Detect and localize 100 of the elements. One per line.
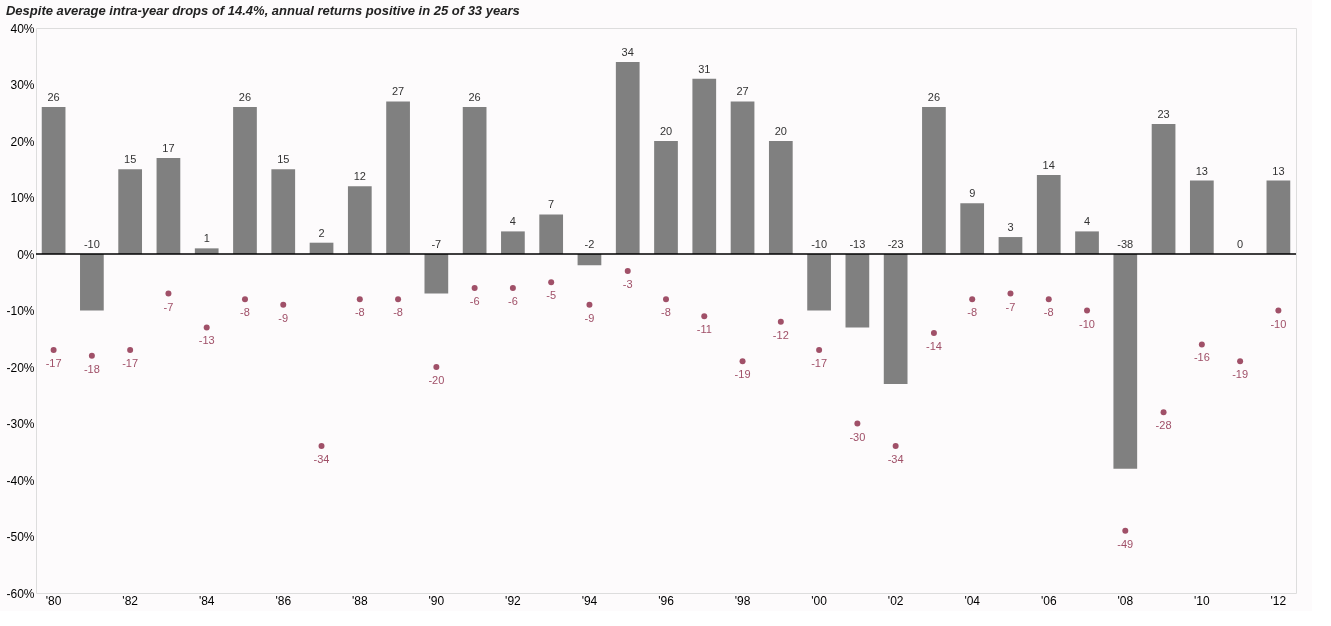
data-label: 1 bbox=[203, 232, 210, 245]
data-label: -8 bbox=[354, 306, 365, 319]
point bbox=[1237, 358, 1244, 365]
data-label: -19 bbox=[1232, 368, 1249, 381]
point bbox=[318, 443, 325, 450]
point bbox=[777, 318, 784, 325]
data-label: 17 bbox=[162, 141, 175, 154]
data-label: -12 bbox=[772, 328, 789, 341]
bar bbox=[347, 186, 372, 254]
data-label: 9 bbox=[969, 187, 976, 200]
data-label: 27 bbox=[736, 85, 749, 98]
data-label: 7 bbox=[548, 198, 555, 211]
x-tick-label: '80 bbox=[45, 593, 62, 608]
data-label: -38 bbox=[1117, 238, 1134, 250]
data-label: 20 bbox=[659, 125, 673, 137]
x-tick-label: '08 bbox=[1117, 593, 1134, 608]
bar bbox=[501, 231, 525, 254]
point bbox=[127, 347, 134, 354]
data-label: -9 bbox=[584, 311, 595, 324]
bar bbox=[1189, 180, 1214, 254]
data-label: 2 bbox=[318, 226, 325, 239]
x-tick-label: '96 bbox=[658, 593, 675, 608]
data-label: 20 bbox=[774, 125, 787, 137]
bar bbox=[386, 101, 410, 254]
bar bbox=[768, 141, 793, 254]
bar bbox=[883, 254, 908, 384]
point bbox=[241, 296, 248, 303]
bar bbox=[233, 107, 257, 254]
point bbox=[663, 296, 669, 303]
data-label: -16 bbox=[1193, 351, 1210, 364]
data-label: -28 bbox=[1155, 419, 1172, 432]
data-label: -13 bbox=[849, 238, 866, 250]
data-label: 31 bbox=[698, 62, 711, 75]
bar bbox=[654, 141, 678, 254]
data-label: -8 bbox=[240, 306, 250, 319]
y-tick-label: -40% bbox=[6, 473, 35, 488]
data-label: -17 bbox=[45, 357, 62, 370]
data-label: -6 bbox=[508, 294, 518, 307]
data-label: -8 bbox=[1043, 306, 1054, 319]
data-label: 26 bbox=[927, 91, 941, 104]
data-label: 12 bbox=[353, 170, 366, 183]
data-label: 27 bbox=[391, 85, 405, 98]
point bbox=[548, 279, 555, 286]
point bbox=[1198, 341, 1205, 348]
x-tick-label: '06 bbox=[1040, 593, 1057, 608]
data-label: -10 bbox=[1270, 317, 1287, 330]
point bbox=[892, 443, 899, 450]
data-label: 13 bbox=[1195, 164, 1208, 177]
data-label: 3 bbox=[1007, 221, 1014, 234]
y-tick-label: -10% bbox=[6, 304, 35, 318]
x-tick-label: '04 bbox=[964, 593, 981, 608]
point bbox=[280, 301, 287, 308]
data-label: -30 bbox=[849, 430, 866, 443]
chart-title: Despite average intra-year drops of 14.4%, annual returns positive in 25 of 33 years bbox=[5, 3, 520, 18]
data-label: -10 bbox=[83, 238, 100, 250]
x-tick-label: '94 bbox=[581, 593, 598, 608]
bar bbox=[1075, 231, 1099, 254]
x-tick-label: '98 bbox=[734, 593, 751, 608]
x-tick-label: '86 bbox=[275, 593, 292, 608]
data-label: 23 bbox=[1157, 108, 1170, 121]
point bbox=[816, 347, 823, 354]
data-label: -8 bbox=[967, 306, 978, 319]
data-label: 4 bbox=[1083, 215, 1091, 228]
data-label: -13 bbox=[198, 334, 215, 347]
point bbox=[739, 358, 746, 365]
point bbox=[165, 290, 172, 297]
data-label: 26 bbox=[468, 91, 481, 104]
y-tick-label: -30% bbox=[6, 417, 35, 431]
bar bbox=[118, 169, 143, 254]
bar bbox=[845, 254, 870, 328]
bar bbox=[462, 107, 487, 254]
x-tick-label: '82 bbox=[122, 593, 139, 608]
data-label: -17 bbox=[811, 357, 828, 370]
x-tick-label: '10 bbox=[1194, 593, 1210, 608]
point bbox=[854, 420, 861, 427]
bar bbox=[998, 237, 1023, 254]
data-label: 15 bbox=[124, 153, 137, 166]
data-label: -7 bbox=[163, 300, 174, 313]
bar bbox=[922, 107, 946, 254]
point bbox=[395, 296, 402, 303]
data-label: -23 bbox=[887, 238, 904, 250]
point bbox=[586, 301, 593, 308]
y-tick-label: -20% bbox=[6, 360, 35, 375]
data-label: -9 bbox=[278, 311, 289, 324]
data-label: -34 bbox=[887, 453, 904, 466]
bar bbox=[1151, 124, 1176, 254]
x-tick-label: '88 bbox=[351, 593, 368, 608]
y-tick-label: 20% bbox=[10, 134, 35, 149]
bar bbox=[730, 101, 755, 254]
y-tick-label: 10% bbox=[10, 191, 35, 205]
point bbox=[88, 352, 95, 359]
data-label: 26 bbox=[47, 91, 60, 104]
y-tick-label: 30% bbox=[10, 78, 35, 92]
point bbox=[509, 284, 516, 291]
bar bbox=[539, 214, 564, 254]
data-label: -3 bbox=[622, 277, 633, 290]
data-label: -10 bbox=[811, 238, 828, 250]
point bbox=[1007, 290, 1014, 297]
x-tick-label: '92 bbox=[505, 593, 522, 608]
bar bbox=[424, 254, 449, 294]
